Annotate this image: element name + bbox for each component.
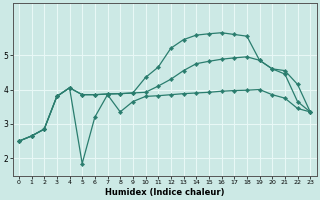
X-axis label: Humidex (Indice chaleur): Humidex (Indice chaleur) [105, 188, 224, 197]
